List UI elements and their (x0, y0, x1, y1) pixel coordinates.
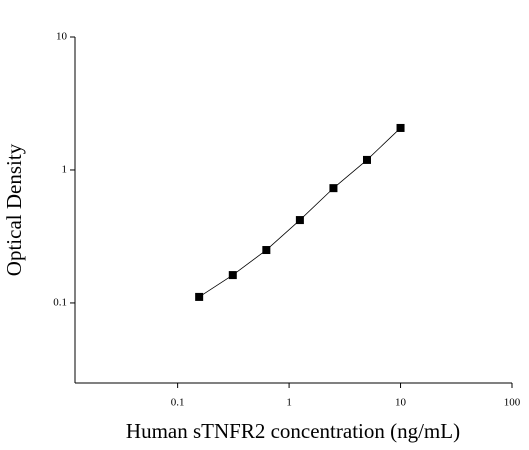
data-point (295, 216, 304, 225)
data-point (228, 271, 237, 280)
x-tick-label: 0.1 (171, 397, 185, 409)
data-point (362, 155, 371, 164)
data-point (262, 246, 271, 255)
y-tick-label: 1 (62, 164, 68, 176)
data-point (329, 184, 338, 193)
y-tick-label: 10 (56, 31, 68, 43)
x-tick-label: 100 (504, 397, 521, 409)
data-point (195, 292, 204, 301)
x-axis-title: Human sTNFR2 concentration (ng/mL) (126, 419, 460, 443)
data-point (396, 123, 405, 132)
x-tick-label: 1 (286, 397, 292, 409)
y-axis-title: Optical Density (2, 143, 26, 276)
x-tick-label: 10 (395, 397, 407, 409)
y-tick-label: 0.1 (53, 296, 67, 308)
